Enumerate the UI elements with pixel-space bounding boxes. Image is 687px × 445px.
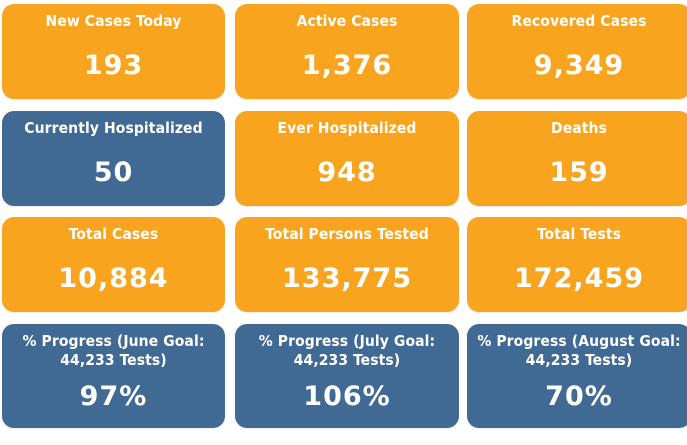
tile-value: 97% bbox=[79, 381, 148, 412]
tile-label: % Progress (July Goal: 44,233 Tests) bbox=[258, 332, 436, 369]
tile-total-cases: Total Cases 10,884 bbox=[2, 217, 225, 312]
tile-currently-hospitalized: Currently Hospitalized 50 bbox=[2, 111, 225, 206]
tile-value: 10,884 bbox=[58, 263, 169, 294]
tile-value: 1,376 bbox=[301, 50, 393, 81]
tile-progress-august: % Progress (August Goal: 44,233 Tests) 7… bbox=[467, 324, 687, 428]
tile-value: 159 bbox=[549, 157, 609, 188]
tile-value: 70% bbox=[545, 381, 613, 412]
tile-label: Total Tests bbox=[536, 225, 622, 243]
tile-new-cases-today: New Cases Today 193 bbox=[2, 4, 225, 99]
tile-value: 133,775 bbox=[282, 263, 412, 294]
tile-label: New Cases Today bbox=[45, 12, 182, 30]
tile-label: Recovered Cases bbox=[511, 12, 647, 30]
tile-value: 50 bbox=[93, 157, 134, 188]
tile-label: Currently Hospitalized bbox=[24, 119, 203, 137]
tile-value: 9,349 bbox=[533, 50, 625, 81]
tile-progress-june: % Progress (June Goal: 44,233 Tests) 97% bbox=[2, 324, 225, 428]
tile-label: % Progress (August Goal: 44,233 Tests) bbox=[477, 332, 681, 369]
tile-label: Deaths bbox=[551, 119, 607, 137]
tile-value: 106% bbox=[303, 381, 391, 412]
tile-progress-july: % Progress (July Goal: 44,233 Tests) 106… bbox=[235, 324, 459, 428]
tile-label: Active Cases bbox=[296, 12, 398, 30]
tile-value: 193 bbox=[83, 50, 144, 81]
tile-deaths: Deaths 159 bbox=[467, 111, 687, 206]
tile-label: Total Cases bbox=[68, 225, 159, 243]
tile-total-tests: Total Tests 172,459 bbox=[467, 217, 687, 312]
tile-ever-hospitalized: Ever Hospitalized 948 bbox=[235, 111, 459, 206]
tile-label: Ever Hospitalized bbox=[277, 119, 417, 137]
tile-active-cases: Active Cases 1,376 bbox=[235, 4, 459, 99]
tile-label: Total Persons Tested bbox=[265, 225, 429, 243]
tile-value: 172,459 bbox=[514, 263, 644, 294]
tile-total-persons-tested: Total Persons Tested 133,775 bbox=[235, 217, 459, 312]
tile-recovered-cases: Recovered Cases 9,349 bbox=[467, 4, 687, 99]
tile-label: % Progress (June Goal: 44,233 Tests) bbox=[22, 332, 205, 369]
tile-value: 948 bbox=[317, 157, 377, 188]
